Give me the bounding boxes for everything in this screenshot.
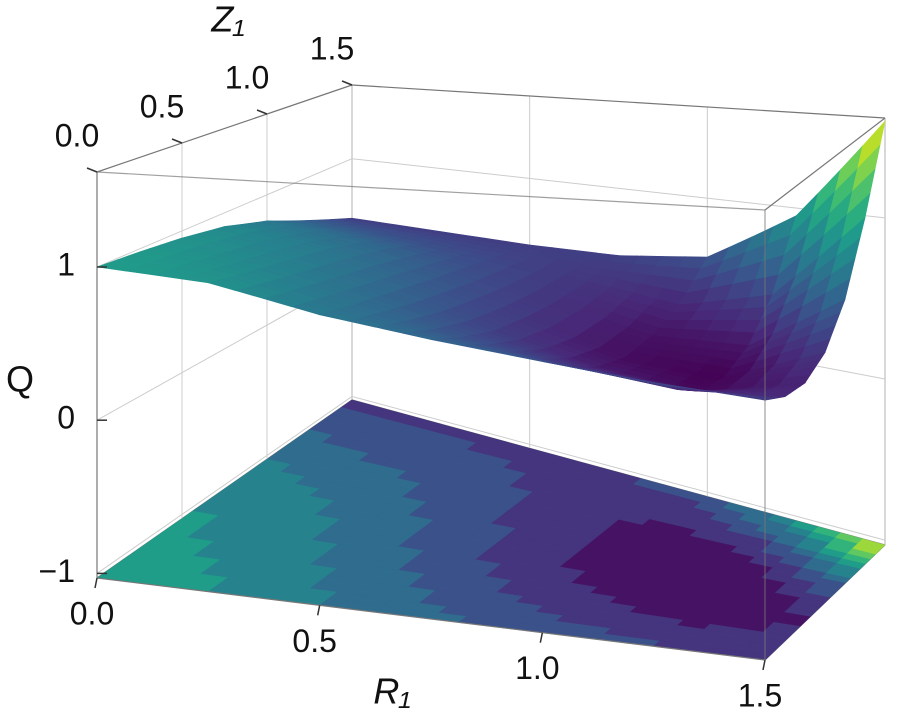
- y-tick: [86, 167, 98, 173]
- x-tick-label: 0.0: [70, 595, 114, 631]
- x-tick: [94, 577, 98, 589]
- grid-line: [351, 158, 886, 219]
- z-axis-label: Q: [6, 359, 34, 400]
- z-tick-label: 0: [57, 400, 75, 436]
- box-edge: [764, 117, 886, 211]
- x-tick: [316, 605, 321, 616]
- grid-line: [96, 396, 353, 574]
- z-tick-label: −1: [39, 553, 75, 589]
- x-tick: [762, 659, 766, 671]
- x-tick-label: 1.5: [738, 677, 782, 713]
- grid-line: [351, 395, 886, 541]
- z-tick-label: 1: [57, 246, 75, 282]
- box-edge: [96, 171, 766, 211]
- front-layer: 0.0 0.5 1.0 1.5 0.0 0.5 1.0 1.5 −1 0 1: [39, 30, 886, 713]
- x-axis-label: R₁: [373, 671, 410, 712]
- y-tick: [171, 138, 183, 144]
- box-edge: [96, 577, 766, 661]
- y-tick-label: 1.0: [225, 59, 269, 95]
- x-tick-label: 0.5: [292, 623, 336, 659]
- surface: [96, 120, 886, 401]
- y-tick-label: 1.5: [310, 30, 354, 66]
- contour-plane: [96, 399, 886, 661]
- surface-cell: [737, 395, 771, 401]
- y-tick-label: 0.5: [140, 88, 184, 124]
- y-tick: [256, 109, 268, 115]
- box-edge: [96, 84, 353, 173]
- y-axis-label: Z₁: [210, 0, 244, 40]
- box-edge: [351, 84, 886, 119]
- grid-line: [96, 158, 353, 268]
- y-tick-label: 0.0: [55, 117, 99, 153]
- y-tick: [341, 80, 353, 86]
- x-tick-label: 1.0: [515, 650, 559, 686]
- x-tick: [539, 632, 544, 643]
